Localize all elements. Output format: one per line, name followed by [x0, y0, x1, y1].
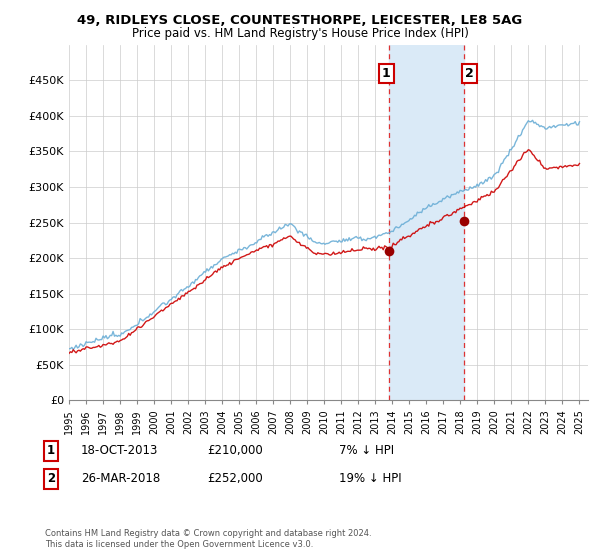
Text: 18-OCT-2013: 18-OCT-2013	[81, 444, 158, 458]
Text: 7% ↓ HPI: 7% ↓ HPI	[339, 444, 394, 458]
Text: 49, RIDLEYS CLOSE, COUNTESTHORPE, LEICESTER, LE8 5AG: 49, RIDLEYS CLOSE, COUNTESTHORPE, LEICES…	[77, 14, 523, 27]
Text: £210,000: £210,000	[207, 444, 263, 458]
Text: 2: 2	[465, 67, 473, 80]
Text: 1: 1	[382, 67, 391, 80]
Text: Contains HM Land Registry data © Crown copyright and database right 2024.
This d: Contains HM Land Registry data © Crown c…	[45, 529, 371, 549]
Text: 2: 2	[47, 472, 55, 486]
Text: 1: 1	[47, 444, 55, 458]
Text: 19% ↓ HPI: 19% ↓ HPI	[339, 472, 401, 486]
Text: 26-MAR-2018: 26-MAR-2018	[81, 472, 160, 486]
Text: Price paid vs. HM Land Registry's House Price Index (HPI): Price paid vs. HM Land Registry's House …	[131, 27, 469, 40]
Bar	[389, 45, 464, 400]
Text: £252,000: £252,000	[207, 472, 263, 486]
